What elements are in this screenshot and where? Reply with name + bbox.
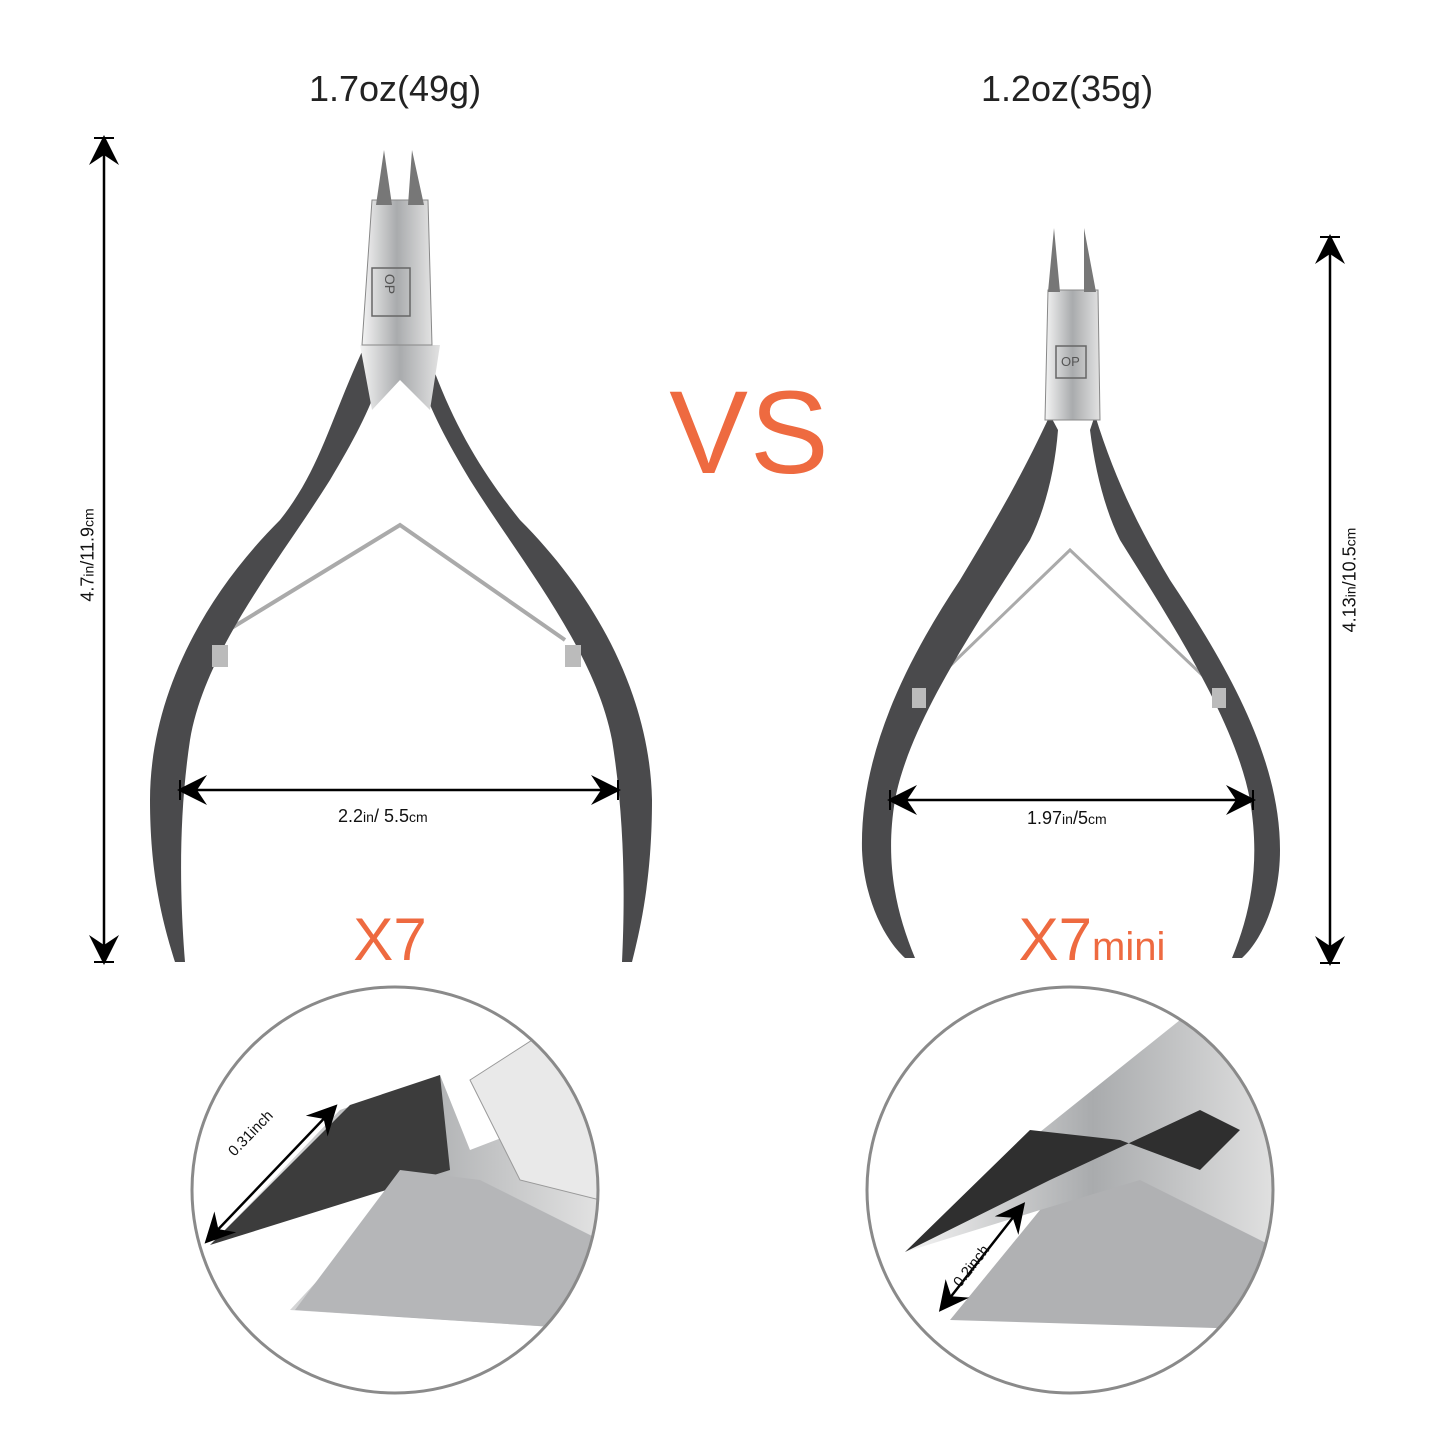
x7mini-tip-detail	[865, 985, 1275, 1395]
unit: in	[1062, 811, 1073, 827]
x7mini-brand-mark: OP	[1061, 354, 1080, 369]
value: 2.2	[338, 806, 364, 826]
x7mini-height-label: 4.13in/10.5cm	[1340, 528, 1361, 633]
x7-tip-detail	[190, 985, 600, 1395]
spring	[223, 522, 567, 642]
x7mini-weight: 1.2oz(35g)	[980, 68, 1154, 109]
x7mini-width-label: 1.97in/5cm	[1027, 808, 1107, 829]
unit: in	[1342, 586, 1359, 598]
unit: in	[80, 565, 97, 577]
model-name: X7	[1018, 906, 1093, 973]
unit: in	[363, 809, 374, 825]
x7-model-label: X7	[353, 906, 427, 973]
value: 4.7	[77, 576, 98, 602]
value: 4.13	[1339, 597, 1360, 633]
value: 1.97	[1027, 808, 1063, 828]
unit: cm	[408, 809, 428, 825]
value: / 5.5	[373, 806, 409, 826]
x7-width-label: 2.2in/ 5.5cm	[338, 806, 428, 827]
x7-weight: 1.7oz(49g)	[308, 68, 482, 109]
unit: cm	[1087, 811, 1107, 827]
value: /11.9	[77, 527, 98, 566]
value: /10.5	[1339, 546, 1360, 587]
x7-height-label: 4.7in/11.9cm	[78, 508, 99, 601]
x7mini-nipper-image	[861, 228, 1280, 958]
value: /5	[1072, 808, 1088, 828]
x7-nipper-image	[150, 150, 652, 962]
model-suffix: mini	[1092, 925, 1166, 969]
x7mini-model-label: X7mini	[1019, 905, 1166, 974]
unit: cm	[80, 508, 97, 528]
x7-brand-mark: OP	[382, 273, 399, 295]
vs-label: VS	[669, 367, 831, 499]
unit: cm	[1342, 527, 1359, 547]
